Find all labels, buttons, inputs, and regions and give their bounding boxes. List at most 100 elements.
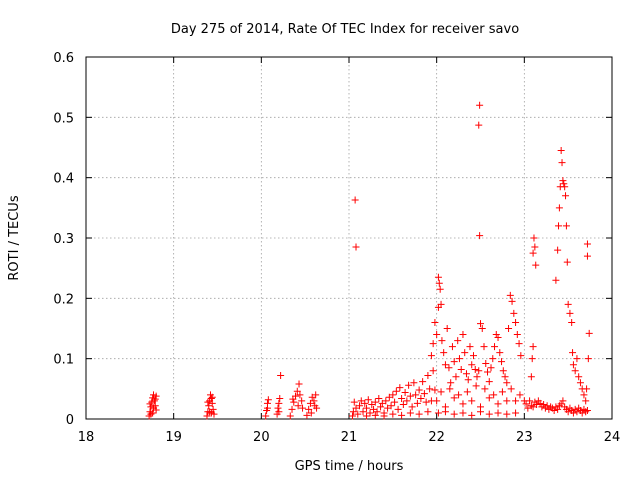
data-point [429, 367, 437, 375]
data-point [286, 412, 294, 420]
data-point [149, 409, 157, 417]
data-point [207, 394, 215, 402]
data-point [473, 373, 481, 381]
data-point [206, 408, 214, 416]
data-point [450, 358, 458, 366]
data-point [464, 376, 472, 384]
data-point [389, 391, 397, 399]
y-tick-label: 0.3 [53, 232, 74, 247]
data-point [517, 352, 525, 360]
data-point [307, 409, 315, 417]
data-point [524, 404, 532, 412]
data-point [455, 355, 463, 363]
data-point [152, 392, 160, 400]
data-point [507, 385, 515, 393]
data-point [387, 402, 395, 410]
data-point [208, 393, 216, 401]
data-point [403, 397, 411, 405]
data-point [426, 385, 434, 393]
data-point [477, 408, 484, 416]
data-point [147, 410, 155, 418]
data-point [299, 404, 307, 412]
data-point [580, 391, 588, 399]
data-point [459, 331, 467, 339]
data-point [455, 391, 463, 399]
data-point [513, 331, 521, 339]
data-point [575, 373, 583, 381]
data-point [392, 387, 400, 395]
data-point [420, 390, 428, 398]
data-point [445, 364, 453, 372]
data-point [582, 397, 590, 405]
data-point [516, 391, 524, 399]
data-point [277, 372, 285, 380]
data-point [375, 394, 383, 402]
data-point [208, 399, 216, 407]
data-point [498, 358, 506, 366]
data-point [555, 204, 563, 212]
data-point [288, 405, 296, 413]
data-point [529, 343, 537, 351]
data-point [555, 222, 563, 230]
data-point [368, 401, 376, 409]
data-point [492, 331, 500, 339]
data-point [484, 368, 492, 376]
data-point [413, 399, 421, 407]
data-point [527, 402, 535, 410]
data-point [496, 349, 504, 357]
data-point [468, 411, 476, 419]
data-point [311, 402, 319, 410]
data-point [569, 361, 577, 369]
chart-title: Day 275 of 2014, Rate Of TEC Index for r… [171, 22, 519, 37]
data-point [459, 400, 467, 408]
data-point [398, 394, 406, 402]
data-point [452, 373, 460, 381]
data-point [296, 391, 304, 399]
x-axis-label: GPS time / hours [295, 459, 404, 474]
data-point [569, 409, 577, 417]
data-point [359, 408, 367, 416]
data-point [563, 258, 571, 266]
data-point [576, 379, 584, 387]
data-point [476, 101, 484, 109]
data-point [505, 325, 513, 332]
data-point [364, 396, 372, 404]
data-point [529, 403, 537, 411]
data-point [557, 147, 565, 155]
data-point [406, 392, 414, 400]
data-point [457, 366, 465, 374]
data-point [475, 121, 483, 129]
data-point [145, 412, 153, 420]
data-point [405, 381, 413, 389]
data-point [437, 388, 445, 396]
data-point [371, 398, 379, 406]
data-points [145, 101, 593, 420]
data-point [583, 240, 591, 248]
data-point [573, 408, 581, 416]
data-point [558, 159, 566, 167]
data-point [584, 355, 592, 363]
data-point [440, 349, 448, 357]
data-point [435, 279, 443, 287]
data-point [295, 380, 303, 388]
data-point [585, 329, 593, 337]
axis-ticks: 18 19 20 21 22 23 24 0 0.1 0.2 0.3 0.4 0.5 0.6 [53, 51, 620, 445]
data-point [573, 355, 581, 363]
data-point [450, 394, 458, 402]
data-point [540, 401, 548, 409]
data-point [531, 243, 539, 251]
data-point [477, 320, 484, 328]
data-point [303, 411, 311, 419]
data-point [275, 399, 283, 407]
x-tick-label: 20 [253, 430, 270, 445]
data-point [264, 396, 272, 404]
data-point [561, 183, 569, 191]
data-point [209, 405, 217, 413]
y-tick-label: 0.1 [53, 353, 74, 368]
data-point [431, 386, 439, 394]
data-point [412, 391, 420, 399]
data-point [146, 400, 154, 408]
data-point [526, 397, 534, 405]
data-point [552, 276, 560, 284]
data-point [532, 261, 540, 269]
